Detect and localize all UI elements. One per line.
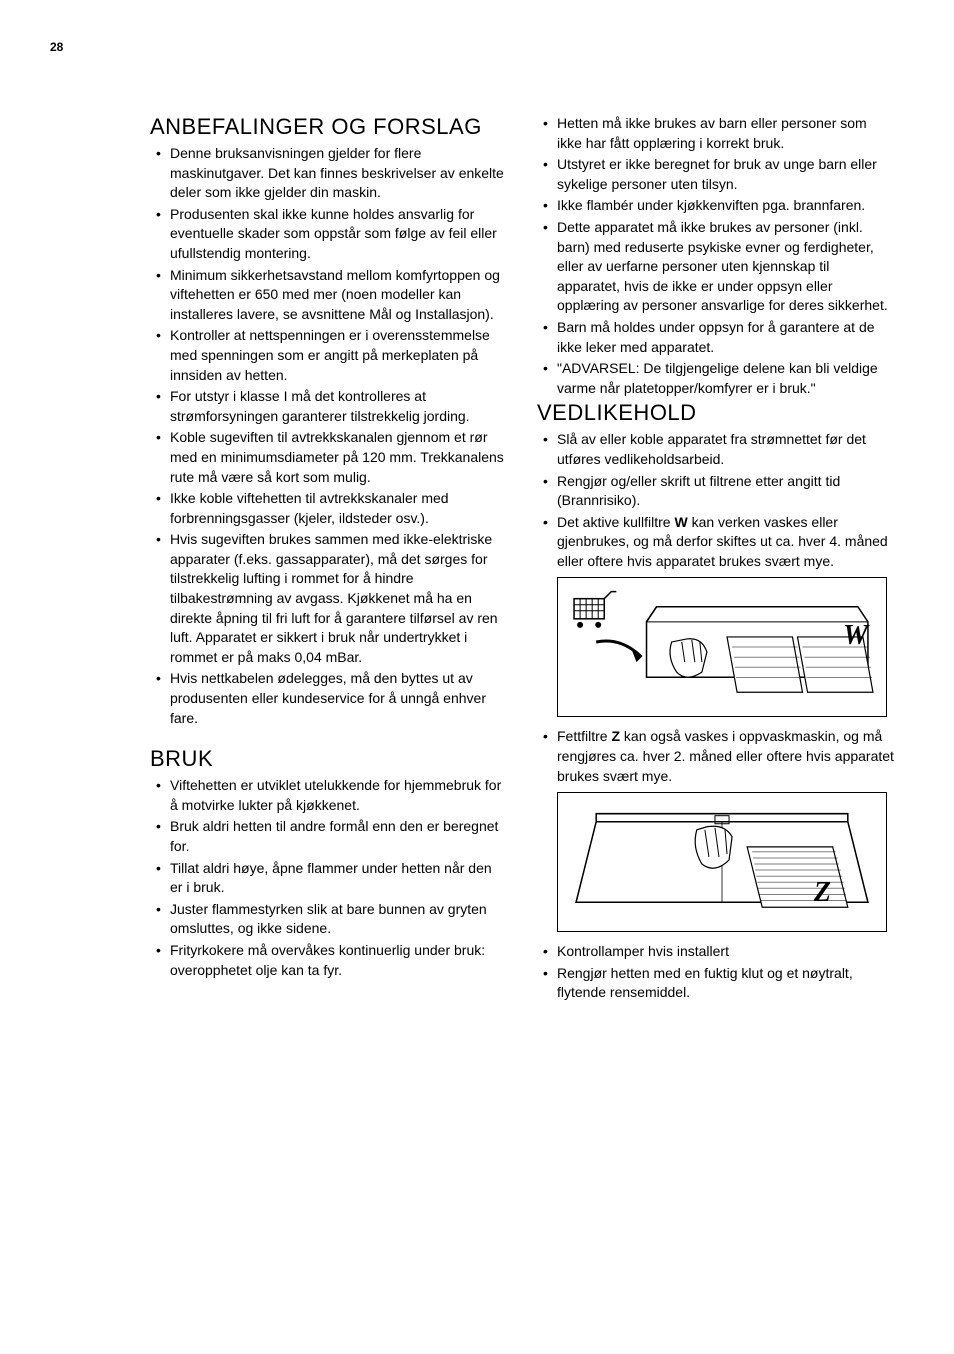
section-maintenance: VEDLIKEHOLD Slå av eller koble apparatet… [537, 400, 894, 1003]
list-item: Det aktive kullfiltre W kan verken vaske… [537, 513, 894, 572]
list-item: Tillat aldri høye, åpne flammer under he… [150, 859, 507, 898]
list-item: Viftehetten er utviklet utelukkende for … [150, 776, 507, 815]
list-item: Frityrkokere må overvåkes kontinuerlig u… [150, 941, 507, 980]
sub-list-item: Kontrollamper hvis installert [537, 942, 894, 962]
list-item: Hvis nettkabelen ødelegges, må den bytte… [150, 669, 507, 728]
heading-recommendations: ANBEFALINGER OG FORSLAG [150, 114, 507, 140]
filter-w-diagram [566, 586, 878, 708]
list-use: Viftehetten er utviklet utelukkende for … [150, 776, 507, 980]
list-item: Ikke koble viftehetten til avtrekkskanal… [150, 489, 507, 528]
list-recommendations: Denne bruksanvisningen gjelder for flere… [150, 144, 507, 728]
heading-maintenance: VEDLIKEHOLD [537, 400, 894, 426]
list-item: Barn må holdes under oppsyn for å garant… [537, 318, 894, 357]
section-recommendations: ANBEFALINGER OG FORSLAG Denne bruksanvis… [150, 114, 507, 728]
page-number: 28 [50, 40, 894, 54]
list-item: Denne bruksanvisningen gjelder for flere… [150, 144, 507, 203]
list-item: Dette apparatet må ikke brukes av person… [537, 218, 894, 316]
list-continued: Hetten må ikke brukes av barn eller pers… [537, 114, 894, 398]
heading-use: BRUK [150, 746, 507, 772]
right-column: Hetten må ikke brukes av barn eller pers… [537, 114, 894, 1005]
list-item: Ikke flambér under kjøkkenviften pga. br… [537, 196, 894, 216]
list-maintenance: Slå av eller koble apparatet fra strømne… [537, 430, 894, 571]
list-maintenance-cont: Fettfiltre Z kan også vaskes i oppvaskma… [537, 727, 894, 786]
sub-list-item: Det aktive kullfiltre W kan verken vaske… [537, 513, 894, 572]
list-item: Kontrollamper hvis installert [537, 942, 894, 962]
list-item: Hvis sugeviften brukes sammen med ikke-e… [150, 530, 507, 667]
filter-z-diagram [566, 801, 878, 923]
figure-label-z: Z [814, 877, 831, 909]
list-item: Rengjør og/eller skrift ut filtrene ette… [537, 472, 894, 511]
list-item: Juster flammestyrken slik at bare bunnen… [150, 900, 507, 939]
list-item: Hetten må ikke brukes av barn eller pers… [537, 114, 894, 153]
page-content: ANBEFALINGER OG FORSLAG Denne bruksanvis… [50, 114, 894, 1005]
list-item: Rengjør hetten med en fuktig klut og et … [537, 964, 894, 1003]
list-item: Produsenten skal ikke kunne holdes ansva… [150, 205, 507, 264]
list-item: Utstyret er ikke beregnet for bruk av un… [537, 155, 894, 194]
list-item: Fettfiltre Z kan også vaskes i oppvaskma… [537, 727, 894, 786]
list-item: Bruk aldri hetten til andre formål enn d… [150, 817, 507, 856]
list-item: Minimum sikkerhetsavstand mellom komfyrt… [150, 266, 507, 325]
list-item: "ADVARSEL: De tilgjengelige delene kan b… [537, 359, 894, 398]
figure-w: W [557, 577, 887, 717]
left-column: ANBEFALINGER OG FORSLAG Denne bruksanvis… [150, 114, 507, 1005]
figure-z: Z [557, 792, 887, 932]
list-maintenance-end: Kontrollamper hvis installert Rengjør he… [537, 942, 894, 1003]
sub-list-item: Fettfiltre Z kan også vaskes i oppvaskma… [537, 727, 894, 786]
list-item: For utstyr i klasse I må det kontrollere… [150, 387, 507, 426]
figure-label-w: W [843, 620, 868, 652]
section-use: BRUK Viftehetten er utviklet utelukkende… [150, 746, 507, 980]
list-item: Kontroller at nettspenningen er i overen… [150, 326, 507, 385]
list-item: Slå av eller koble apparatet fra strømne… [537, 430, 894, 469]
list-item: Koble sugeviften til avtrekkskanalen gje… [150, 428, 507, 487]
